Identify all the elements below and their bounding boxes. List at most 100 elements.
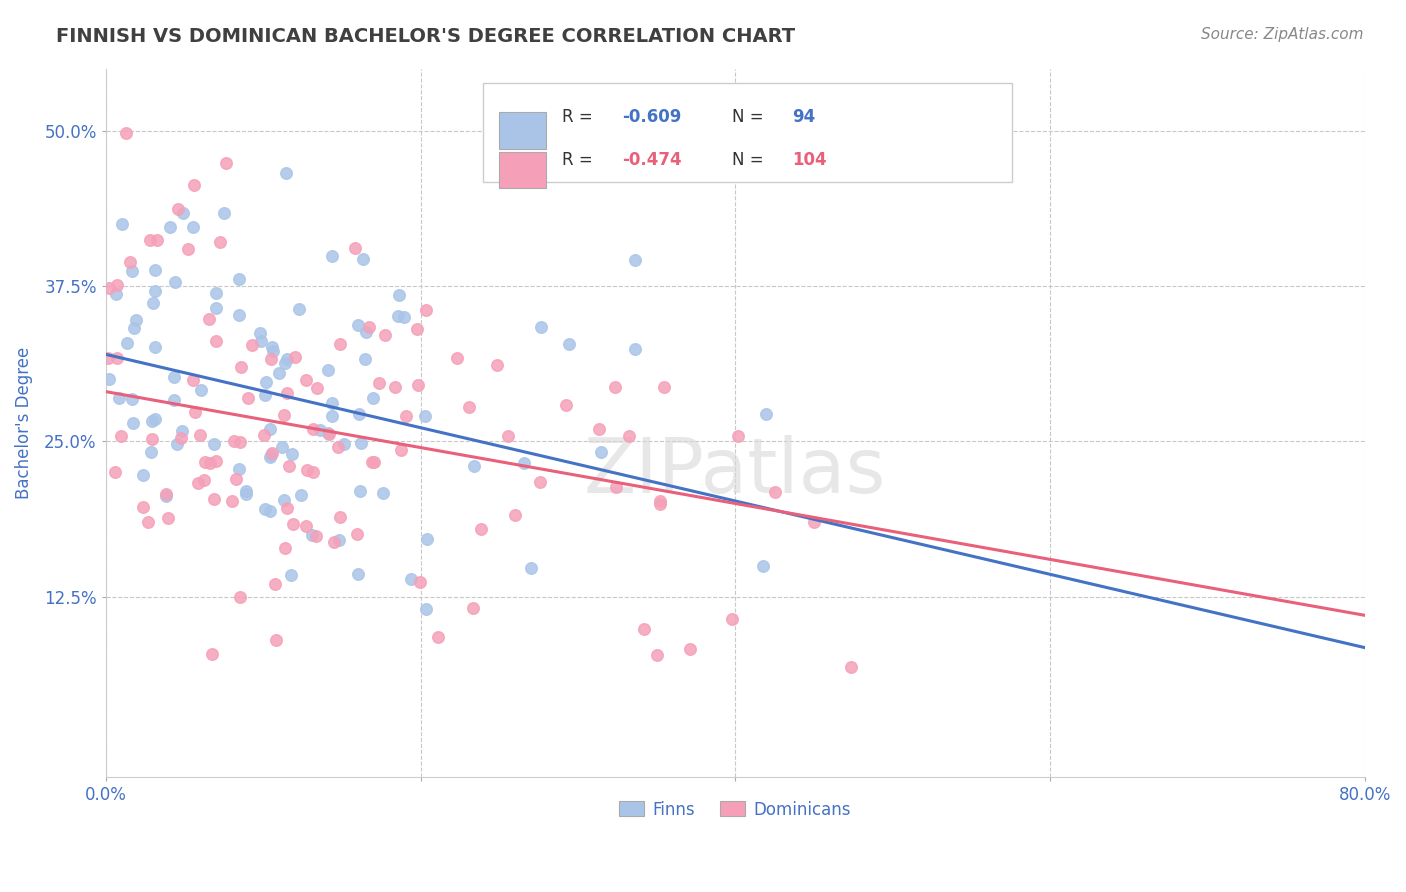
Point: [252, 428, 274, 442]
Point: [121, 264, 143, 278]
Point: [413, 409, 436, 423]
Point: [262, 344, 284, 359]
Point: [98, 281, 121, 295]
Point: [188, 427, 211, 442]
Point: [250, 334, 273, 348]
Point: [163, 392, 186, 407]
Point: [301, 528, 323, 542]
FancyBboxPatch shape: [499, 152, 547, 188]
Point: [143, 263, 166, 277]
Point: [172, 206, 194, 220]
Point: [384, 379, 406, 393]
Point: [156, 511, 179, 525]
FancyBboxPatch shape: [499, 112, 547, 149]
Point: [284, 350, 307, 364]
Point: [309, 423, 332, 437]
Point: [142, 296, 165, 310]
Point: [356, 325, 378, 339]
Point: [329, 337, 352, 351]
Point: [839, 659, 862, 673]
Point: [155, 489, 177, 503]
Point: [276, 386, 298, 401]
Point: [276, 351, 298, 366]
Point: [105, 351, 128, 366]
Point: [503, 508, 526, 522]
Point: [141, 414, 163, 428]
Point: [110, 429, 132, 443]
Point: [228, 272, 250, 286]
Point: [209, 235, 232, 249]
Point: [259, 450, 281, 464]
Point: [273, 492, 295, 507]
Point: [229, 590, 252, 604]
Point: [228, 308, 250, 322]
Point: [678, 641, 700, 656]
Point: [143, 340, 166, 354]
Point: [104, 465, 127, 479]
Point: [229, 435, 252, 450]
Point: [316, 425, 339, 440]
Point: [225, 472, 247, 486]
Point: [139, 444, 162, 458]
Point: [166, 436, 188, 450]
Point: [194, 455, 217, 469]
Point: [624, 343, 647, 357]
Point: [259, 422, 281, 436]
Point: [765, 484, 787, 499]
Point: [415, 602, 437, 616]
Point: [486, 358, 509, 372]
Point: [190, 383, 212, 397]
Point: [406, 322, 429, 336]
Point: [755, 408, 778, 422]
Point: [346, 526, 368, 541]
Point: [273, 408, 295, 422]
Point: [458, 400, 481, 414]
Point: [260, 340, 283, 354]
Point: [416, 532, 439, 546]
Point: [361, 391, 384, 405]
Point: [633, 622, 655, 636]
Point: [648, 497, 671, 511]
Point: [347, 407, 370, 421]
Point: [221, 494, 243, 508]
Text: Source: ZipAtlas.com: Source: ZipAtlas.com: [1201, 27, 1364, 42]
Point: [318, 427, 340, 442]
Point: [253, 501, 276, 516]
Point: [323, 535, 346, 549]
Point: [321, 249, 343, 263]
Point: [224, 434, 246, 449]
Point: [605, 480, 627, 494]
Point: [349, 484, 371, 499]
Point: [409, 574, 432, 589]
Point: [97, 372, 120, 386]
Point: [136, 515, 159, 529]
Point: [389, 442, 412, 457]
Point: [183, 219, 205, 234]
Point: [205, 454, 228, 468]
Point: [520, 560, 543, 574]
Point: [406, 377, 429, 392]
FancyBboxPatch shape: [484, 83, 1012, 182]
Point: [274, 356, 297, 370]
Point: [215, 156, 238, 170]
Point: [249, 326, 271, 341]
Point: [555, 398, 578, 412]
Point: [361, 455, 384, 469]
Point: [290, 488, 312, 502]
Point: [463, 458, 485, 473]
Point: [392, 310, 415, 324]
Point: [201, 648, 224, 662]
Point: [297, 463, 319, 477]
Point: [426, 630, 449, 644]
Point: [159, 220, 181, 235]
Point: [105, 278, 128, 293]
Point: [371, 486, 394, 500]
Point: [146, 233, 169, 247]
Point: [259, 504, 281, 518]
Point: [619, 428, 641, 442]
Point: [139, 234, 162, 248]
Point: [558, 337, 581, 351]
Text: 94: 94: [792, 109, 815, 127]
Point: [281, 447, 304, 461]
Point: [395, 409, 418, 424]
